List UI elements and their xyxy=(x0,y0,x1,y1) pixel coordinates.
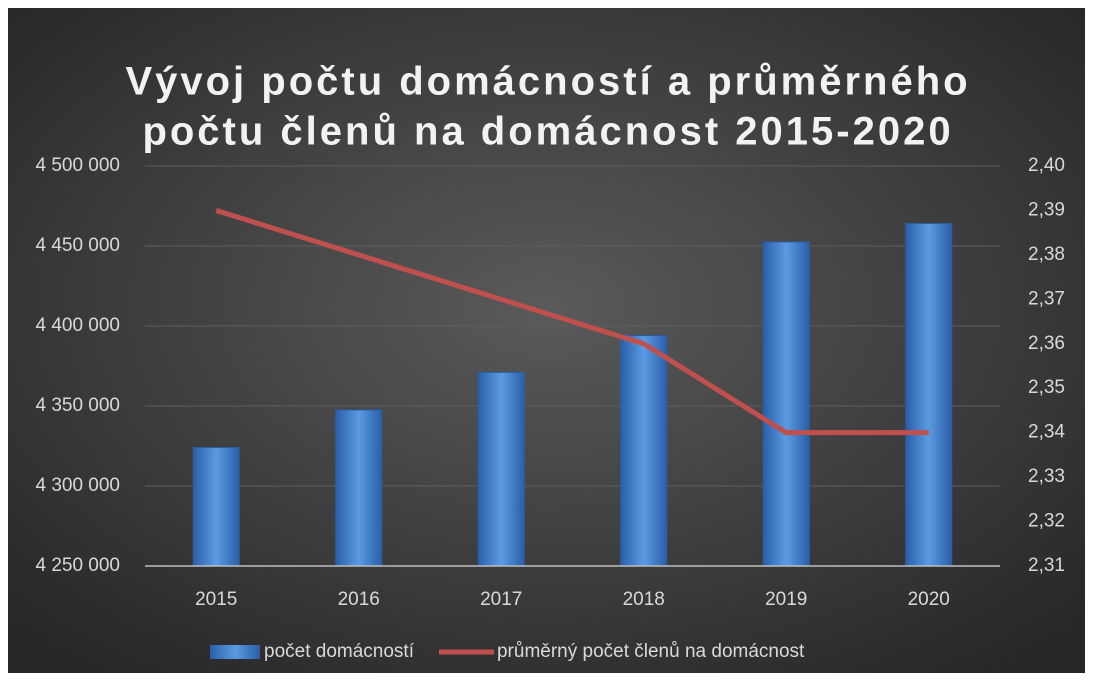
y2-tick-label: 2,34 xyxy=(1028,422,1065,443)
y2-tick-label: 2,36 xyxy=(1028,333,1065,354)
y-tick-label: 4 350 000 xyxy=(35,395,120,416)
y2-tick-label: 2,38 xyxy=(1028,244,1065,265)
bar xyxy=(335,409,383,567)
legend-swatch xyxy=(210,645,260,659)
line xyxy=(215,208,929,436)
bar xyxy=(477,371,525,567)
legend-label: počet domácností xyxy=(264,641,415,662)
chart-title: počtu členů na domácnost 2015-2020 xyxy=(142,110,953,154)
y-tick-label: 4 300 000 xyxy=(35,475,120,496)
y2-tick-label: 2,35 xyxy=(1028,377,1065,398)
y-tick-label: 4 400 000 xyxy=(35,315,120,336)
y-tick-label: 4 450 000 xyxy=(35,235,120,256)
y2-tick-label: 2,32 xyxy=(1028,511,1065,532)
bar xyxy=(905,223,953,567)
y2-tick-label: 2,40 xyxy=(1028,155,1065,176)
legend-label: průměrný počet členů na domácnost xyxy=(497,641,805,662)
y2-tick-label: 2,39 xyxy=(1028,199,1065,220)
x-tick-label: 2019 xyxy=(765,589,807,610)
bar xyxy=(192,447,240,567)
y-tick-label: 4 250 000 xyxy=(35,555,120,576)
bar xyxy=(620,335,668,567)
chart-title: Vývoj počtu domácností a průměrného xyxy=(125,60,970,104)
x-tick-label: 2015 xyxy=(195,589,237,610)
y-tick-label: 4 500 000 xyxy=(35,155,120,176)
y2-tick-label: 2,31 xyxy=(1028,555,1065,576)
x-tick-label: 2018 xyxy=(623,589,665,610)
x-tick-label: 2020 xyxy=(908,589,950,610)
x-tick-label: 2016 xyxy=(338,589,380,610)
x-tick-label: 2017 xyxy=(480,589,522,610)
y2-tick-label: 2,37 xyxy=(1028,288,1065,309)
bar xyxy=(762,241,810,567)
y2-tick-label: 2,33 xyxy=(1028,466,1065,487)
